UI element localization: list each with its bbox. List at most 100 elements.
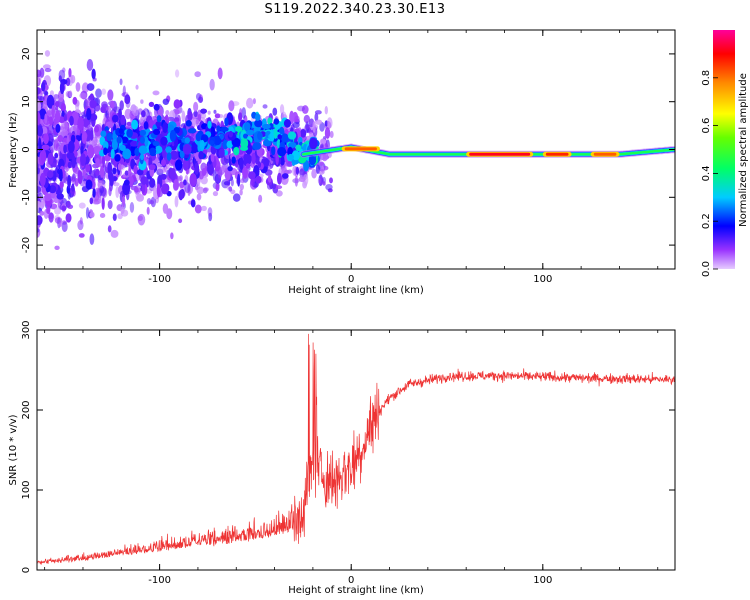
spectrogram-noise-blob: [39, 210, 45, 216]
spectrogram-peak-core: [593, 152, 617, 156]
spectrogram-noise-blob: [262, 104, 268, 109]
spectrogram-signal-blob: [209, 140, 215, 146]
spectrogram-noise-blob: [272, 183, 277, 190]
spectrogram-noise-blob: [117, 163, 122, 171]
spectrogram-noise-blob: [63, 114, 67, 122]
spectrogram-signal-blob: [277, 146, 287, 157]
spectrogram-noise-blob: [195, 92, 202, 101]
snr-frame: [36, 329, 676, 571]
snr-y-tick-label: 100: [21, 480, 32, 499]
spectrogram-noise-blob: [201, 167, 207, 176]
spectrogram-signal-blob: [295, 144, 302, 151]
spectrogram-signal-blob: [187, 128, 197, 134]
spectrogram-x-tick-label: -100: [148, 274, 171, 285]
spectrogram-noise-blob: [92, 188, 96, 198]
spectrogram-signal-blob: [100, 130, 107, 138]
spectrogram-noise-blob: [43, 133, 49, 145]
spectrogram-noise-blob: [87, 144, 95, 159]
spectrogram-signal-blob: [228, 130, 234, 138]
spectrogram-signal-blob: [195, 132, 202, 142]
spectrogram-noise-blob: [41, 200, 46, 208]
spectrogram-signal-blob: [126, 128, 133, 138]
spectrogram-noise-blob: [140, 110, 146, 118]
spectrogram-signal-blob: [277, 134, 283, 140]
spectrogram-noise-blob: [67, 174, 72, 189]
spectrogram-noise-blob: [108, 187, 112, 197]
spectrogram-signal-blob: [162, 121, 169, 134]
spectrogram-noise-blob: [54, 207, 61, 215]
spectrogram-noise-blob: [46, 130, 52, 135]
spectrogram-noise-blob: [72, 96, 78, 105]
colorbar: 0.0 0.2 0.4 0.6 0.8 Normalized spectral ampl…: [701, 30, 749, 277]
spectrogram-noise-blob: [128, 171, 133, 178]
spectrogram-noise-blob: [150, 196, 156, 208]
spectrogram-noise-blob: [67, 204, 74, 210]
spectrogram-noise-blob: [241, 107, 247, 119]
spectrogram-noise-blob: [140, 175, 148, 185]
spectrogram-signal-blob: [262, 123, 271, 130]
spectrogram-signal-blob: [198, 151, 204, 160]
spectrogram-noise-blob: [124, 94, 131, 105]
spectrogram-noise-blob: [37, 167, 40, 175]
spectrogram-noise-blob: [89, 197, 94, 205]
spectrogram-noise-blob: [37, 112, 41, 126]
spectrogram-signal-blob: [291, 150, 300, 161]
spectrogram-noise-blob: [318, 161, 325, 166]
spectrogram-noise-blob: [174, 69, 180, 78]
spectrogram-noise-blob: [94, 125, 100, 133]
spectrogram-signal-blob: [160, 136, 168, 146]
spectrogram-noise-blob: [319, 122, 325, 132]
spectrogram-noise-blob: [146, 206, 150, 215]
spectrogram-noise-blob: [37, 201, 42, 208]
spectrogram-noise-blob: [207, 162, 215, 176]
spectrogram-noise-blob: [77, 116, 85, 131]
spectrogram-noise-blob: [68, 68, 72, 78]
spectrogram-signal-blob: [207, 120, 212, 129]
snr-y-tick-label: 200: [21, 400, 32, 419]
spectrogram-noise-blob: [70, 134, 76, 144]
spectrogram-noise-blob: [41, 144, 50, 151]
spectrogram-noise-blob: [203, 187, 209, 192]
spectrogram-noise-blob: [56, 193, 64, 200]
spectrogram-signal-blob: [262, 139, 272, 147]
spectrogram-noise-blob: [148, 177, 156, 188]
spectrogram-y-label: Frequency (Hz): [8, 112, 19, 188]
spectrogram-noise-blob: [37, 98, 41, 108]
colorbar-tick-label: 0.2: [701, 213, 712, 229]
spectrogram-noise-blob: [248, 171, 256, 180]
spectrogram-noise-blob: [65, 213, 72, 223]
spectrogram-noise-blob: [183, 179, 187, 186]
spectrogram-noise-blob: [315, 119, 323, 125]
spectrogram-noise-blob: [119, 100, 124, 111]
spectrogram-noise-blob: [160, 173, 167, 180]
snr-y-label: SNR (10 * v/v): [8, 414, 19, 485]
spectrogram-noise-blob: [95, 157, 100, 168]
spectrogram-noise-blob: [210, 152, 215, 163]
spectrogram-signal-blob: [231, 156, 236, 164]
spectrogram-noise-blob: [230, 178, 234, 187]
spectrogram-noise-blob: [329, 177, 333, 184]
spectrogram-noise-blob: [112, 167, 117, 175]
spectrogram-noise-blob: [118, 108, 122, 119]
spectrogram-noise-blob: [274, 185, 283, 190]
spectrogram-noise-blob: [324, 127, 331, 139]
spectrogram-noise-blob: [67, 140, 75, 154]
spectrogram-noise-blob: [162, 98, 170, 106]
spectrogram-noise-blob: [53, 94, 60, 99]
spectrogram-signal-blob: [169, 150, 179, 160]
spectrogram-signal-blob: [182, 143, 192, 155]
spectrogram-noise-blob: [309, 131, 314, 138]
spectrogram-noise-blob: [63, 144, 67, 154]
spectrogram-noise-blob: [305, 124, 311, 130]
spectrogram-noise-blob: [60, 102, 66, 113]
spectrogram-signal-blob: [166, 152, 172, 161]
spectrogram-noise-blob: [73, 123, 78, 132]
spectrogram-noise-blob: [44, 193, 52, 202]
spectrogram-noise-blob: [46, 94, 55, 109]
spectrogram-signal-blob: [114, 154, 121, 162]
spectrogram-signal-blob: [153, 128, 161, 135]
spectrogram-noise-blob: [319, 138, 327, 145]
spectrogram-noise-blob: [37, 228, 40, 233]
spectrogram-noise-blob: [128, 176, 134, 186]
spectrogram-noise-blob: [97, 180, 103, 189]
